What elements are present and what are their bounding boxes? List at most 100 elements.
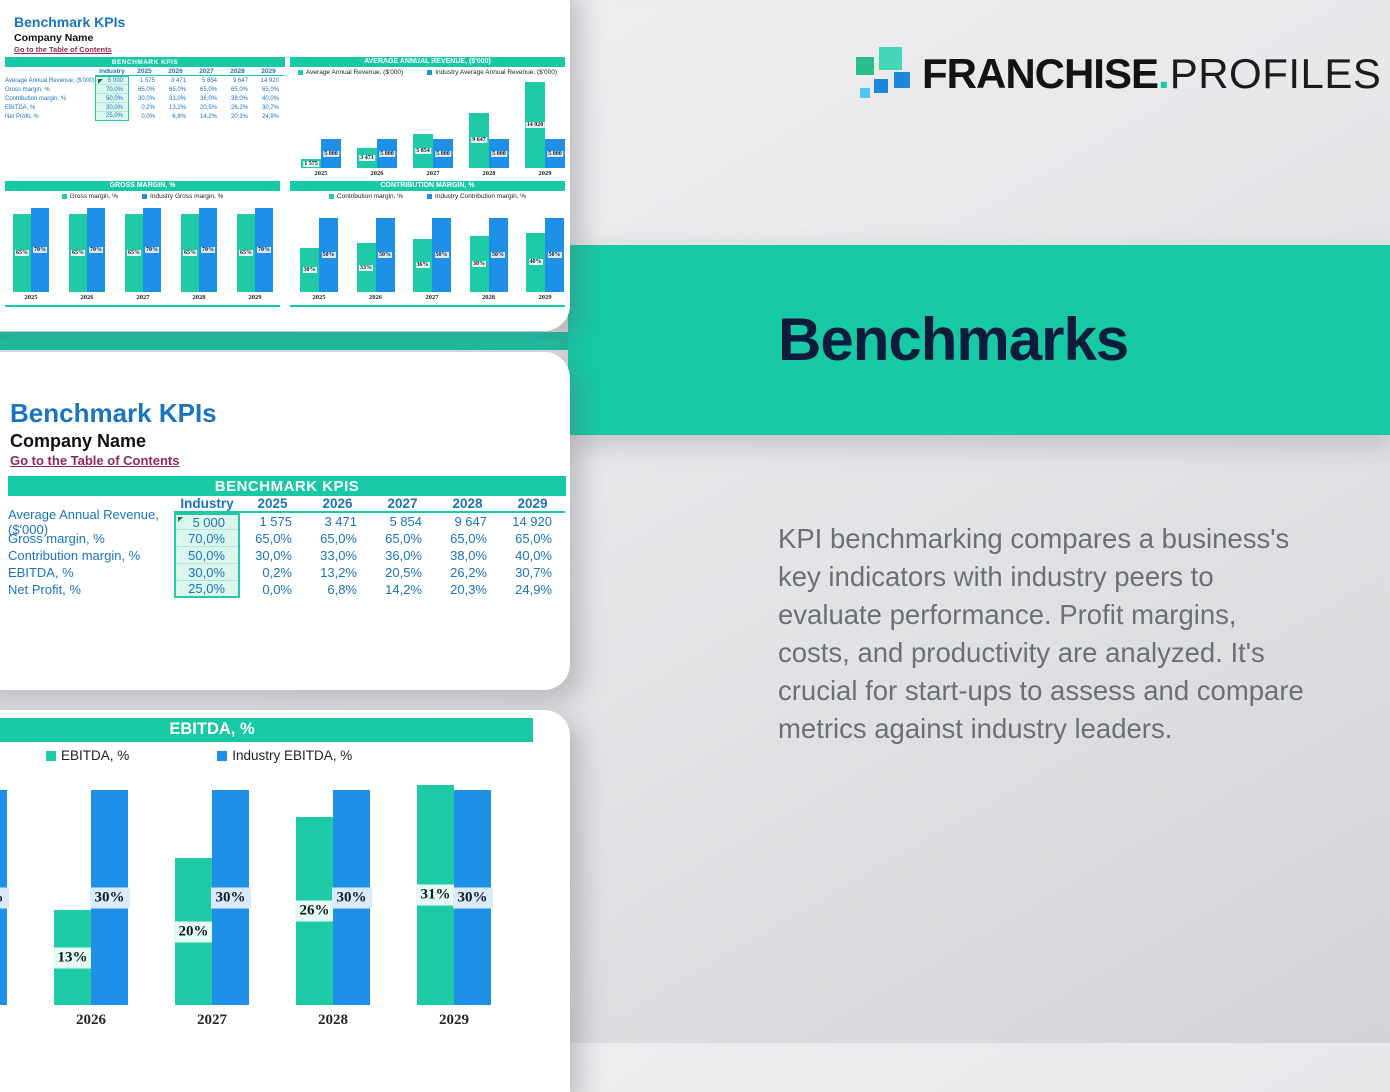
table-cell: 14,2% [199,113,217,120]
bar-label: 13% [52,947,93,969]
category-label: 2026 [80,294,94,301]
table-cell: 33,0% [168,95,186,102]
table-cell: 30,7% [515,565,552,580]
dashboard-preview-card: Benchmark KPIs Company Name Go to the Ta… [0,0,570,331]
bar-label: 70% [201,246,215,253]
table-cell: 65,0% [230,86,248,93]
table-cell: 36,0% [385,548,422,563]
category-label: 2029 [439,1012,469,1028]
table-cell: 3 471 [324,514,357,529]
bar-label: 30% [0,887,9,909]
legend-label: Gross margin, % [69,193,119,200]
table-cell: 20,3% [450,582,487,597]
chart-legend: EBITDA, % Industry EBITDA, % [0,748,540,763]
chart-title-band: AVERAGE ANNUAL REVENUE, ($'000) [290,57,565,67]
bar-label: 40% [528,259,543,266]
table-of-contents-link[interactable]: Go to the Table of Contents [14,45,112,54]
chart-plot: 30% 50% 33% 50% 36% 50% 38% 50% 40% 50% [290,206,565,292]
category-label: 2028 [318,1012,348,1028]
bar-label: 3 471 [359,155,375,162]
logo-square-blue2-icon [894,72,910,88]
benchmark-kpis-table: BENCHMARK KPIS Industry 2025 2026 2027 2028 2… [8,476,566,598]
brand-dot: . [1158,50,1170,97]
brand-secondary: PROFILES [1169,50,1382,97]
table-cell: 1 575 [139,77,155,84]
table-cell: 20,5% [385,565,422,580]
table-cell: 70,0% [174,530,240,547]
table-cell: Contribution margin, % [8,548,141,563]
table-of-contents-link[interactable]: Go to the Table of Contents [10,453,180,468]
table-cell: 2029 [500,496,565,513]
table-cell: 0,0% [141,113,155,120]
table-cell: 0,0% [262,582,292,597]
table-cell: 25,0% [95,112,129,121]
bar-label: 65% [183,249,197,256]
category-label: 2027 [425,294,439,301]
category-label: 2029 [538,170,552,177]
table-cell: 65,0% [385,531,422,546]
table-cell: Gross margin, % [5,86,50,93]
category-label: 2025 [312,294,326,301]
table-cell: Average Annual Revenue, ($'000) [8,506,159,537]
table-cell: Net Profit, % [5,113,39,120]
bar-label: 30% [331,887,372,909]
table-cell: 25,0% [174,581,240,598]
brand-logo: FRANCHISE.PROFILES [840,30,1381,110]
table-cell: 65,0% [450,531,487,546]
category-label: 2027 [136,294,150,301]
table-cell: 13,2% [320,565,357,580]
bar-label: 50% [547,251,562,258]
table-cell: 2027 [191,67,222,76]
table-cell: 38,0% [230,95,248,102]
table-cell: 14,2% [385,582,422,597]
brand-wordmark: FRANCHISE.PROFILES [922,50,1381,98]
table-cell: 70,0% [95,85,129,94]
table-cell: 65,0% [515,531,552,546]
legend-swatch-green-icon [46,750,56,761]
category-label: 2028 [482,170,496,177]
table-cell: 6,8% [172,113,186,120]
bar-label: 20% [173,921,214,943]
table-cell: 3 471 [170,77,186,84]
chart-legend: Contribution margin, % Industry Contribu… [290,193,565,200]
table-cell: 20,3% [230,113,248,120]
category-label: 2026 [370,170,384,177]
category-label: 2027 [426,170,440,177]
bar-label: 65% [239,249,253,256]
table-cell: Net Profit, % [8,582,81,597]
ebitda-chart-card: EBITDA, % EBITDA, % Industry EBITDA, % 0… [0,710,570,1092]
table-cell: 30,0% [255,548,292,563]
table-cell: 2026 [160,67,191,76]
bar-label: 5 000 [435,150,451,157]
table-cell: 2028 [222,67,253,76]
table-cell: 20,5% [199,104,217,111]
chart-title-band: EBITDA, % [0,718,533,742]
benchmark-kpis-table-mini: BENCHMARK KPIS Industry 2025 2026 2027 2028 2… [5,57,285,121]
bar-label: 50% [321,251,336,258]
description-text: KPI benchmarking compares a business's k… [778,523,1304,744]
bar-label: 1 575 [303,160,319,167]
sheet-title: Benchmark KPIs [14,14,126,30]
table-cell: 30,0% [95,103,129,112]
table-cell [5,67,95,76]
table-cell: 24,9% [515,582,552,597]
bar-label: 5 000 [379,150,395,157]
table-cell: 2029 [253,67,284,76]
category-label: 2028 [482,294,495,301]
legend-label: Industry Contribution margin, % [435,193,527,200]
section-title: Benchmarks [778,306,1129,373]
table-cell: 40,0% [515,548,552,563]
bar-label: 65% [127,249,141,256]
bar-label: 65% [71,249,85,256]
bar-label: 50% [434,251,449,258]
bar-label: 5 000 [323,150,339,157]
bar-label: 30% [452,887,493,909]
table-cell: Industry [95,67,129,76]
bar-label: 30% [210,887,251,909]
table-cell: 36,0% [199,95,217,102]
category-label: 2025 [24,294,38,301]
bar-label: 30% [302,266,317,273]
table-cell: 24,9% [261,113,279,120]
table-cell: 13,2% [168,104,186,111]
bar-label: 26% [294,900,335,922]
